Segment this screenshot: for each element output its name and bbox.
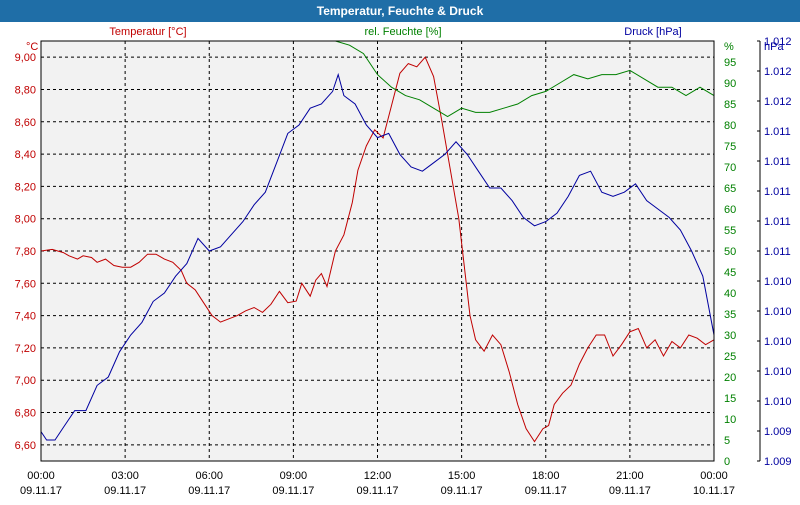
date-tick-label: 09.11.17: [441, 485, 483, 497]
time-tick-labels: 00:00 09.11.17 03:00 09.11.17 06:00 09.11.17 0…: [20, 470, 735, 497]
humidity-tick-label: 15: [724, 393, 736, 405]
humidity-tick-label: 5: [724, 435, 730, 447]
humidity-tick-labels: 0 5 10 15 20 25 30 35 40 45 50 55 60 65 70 75 80 85 90 95: [724, 57, 736, 468]
time-tick-label: 21:00: [616, 470, 644, 482]
humidity-tick-label: 95: [724, 57, 736, 69]
pressure-tick-label: 1.012: [764, 66, 792, 78]
time-tick-label: 03:00: [111, 470, 139, 482]
temperature-tick-label: 8,60: [15, 117, 36, 129]
temperature-tick-label: 7,60: [15, 278, 36, 290]
humidity-axis-label: rel. Feuchte [%]: [364, 26, 441, 38]
pressure-tick-label: 1.010: [764, 366, 792, 378]
humidity-tick-label: 65: [724, 183, 736, 195]
pressure-tick-label: 1.009: [764, 426, 792, 438]
grid-lines: [41, 41, 714, 461]
pressure-unit-label: hPa: [764, 41, 784, 53]
series-group: [40, 40, 715, 443]
time-tick-label: 00:00: [700, 470, 728, 482]
date-tick-label: 09.11.17: [188, 485, 230, 497]
series-line-right: [40, 72, 715, 441]
time-tick-label: 00:00: [27, 470, 55, 482]
pressure-tick-label: 1.012: [764, 96, 792, 108]
temperature-tick-label: 8,40: [15, 149, 36, 161]
temperature-tick-label: 7,20: [15, 343, 36, 355]
temperature-tick-label: 6,60: [15, 440, 36, 452]
pressure-tick-label: 1.010: [764, 276, 792, 288]
pressure-tick-label: 1.011: [764, 156, 791, 168]
date-tick-label: 09.11.17: [104, 485, 146, 497]
humidity-tick-label: 10: [724, 414, 736, 426]
plot-border: [40, 40, 715, 462]
pressure-tick-label: 1.012: [764, 36, 792, 48]
temperature-tick-label: 9,00: [15, 52, 36, 64]
humidity-tick-label: 25: [724, 351, 736, 363]
chart-title: Temperatur, Feuchte & Druck: [317, 4, 484, 18]
humidity-tick-label: 90: [724, 78, 736, 90]
temperature-unit-label: °C: [26, 41, 38, 53]
humidity-tick-label: 55: [724, 225, 736, 237]
pressure-axis-label: Druck [hPa]: [624, 26, 681, 38]
pressure-tick-label: 1.009: [764, 456, 792, 468]
temperature-tick-label: 7,00: [15, 375, 36, 387]
date-tick-label: 09.11.17: [20, 485, 62, 497]
humidity-tick-label: 80: [724, 120, 736, 132]
date-tick-label: 10.11.17: [693, 485, 735, 497]
humidity-tick-label: 40: [724, 288, 736, 300]
humidity-tick-label: 85: [724, 99, 736, 111]
time-tick-label: 18:00: [532, 470, 560, 482]
pressure-tick-label: 1.011: [764, 186, 791, 198]
date-tick-label: 09.11.17: [356, 485, 398, 497]
temperature-tick-label: 6,80: [15, 408, 36, 420]
humidity-tick-label: 50: [724, 246, 736, 258]
pressure-tick-labels: 1.009 1.009 1.010 1.010 1.010 1.010 1.010 1.011…: [757, 36, 792, 468]
humidity-tick-label: 20: [724, 372, 736, 384]
pressure-tick-label: 1.011: [764, 126, 791, 138]
humidity-tick-label: 35: [724, 309, 736, 321]
date-tick-label: 09.11.17: [609, 485, 651, 497]
temperature-tick-label: 8,80: [15, 84, 36, 96]
humidity-tick-label: 30: [724, 330, 736, 342]
date-tick-label: 09.11.17: [272, 485, 314, 497]
date-tick-label: 09.11.17: [525, 485, 567, 497]
time-tick-label: 06:00: [195, 470, 223, 482]
time-tick-label: 15:00: [448, 470, 476, 482]
pressure-tick-label: 1.010: [764, 396, 792, 408]
series-line-left: [40, 56, 715, 443]
humidity-tick-label: 0: [724, 456, 730, 468]
temperature-tick-label: 8,00: [15, 214, 36, 226]
humidity-unit-label: %: [724, 41, 734, 53]
pressure-tick-label: 1.010: [764, 306, 792, 318]
humidity-tick-label: 60: [724, 204, 736, 216]
humidity-tick-label: 75: [724, 141, 736, 153]
temperature-tick-label: 8,20: [15, 181, 36, 193]
temperature-tick-labels: 6,60 6,80 7,00 7,20 7,40 7,60 7,80 8,00 8,20 8,40…: [15, 52, 36, 452]
pressure-tick-label: 1.011: [764, 216, 791, 228]
pressure-tick-label: 1.011: [764, 246, 791, 258]
temperature-axis-label: Temperatur [°C]: [109, 26, 186, 38]
temperature-tick-label: 7,40: [15, 311, 36, 323]
pressure-tick-label: 1.010: [764, 336, 792, 348]
humidity-tick-label: 70: [724, 162, 736, 174]
series-line-middle: [335, 40, 715, 118]
time-tick-label: 12:00: [364, 470, 392, 482]
title-bar: [0, 0, 800, 22]
humidity-tick-label: 45: [724, 267, 736, 279]
time-tick-label: 09:00: [280, 470, 308, 482]
temperature-tick-label: 7,80: [15, 246, 36, 258]
